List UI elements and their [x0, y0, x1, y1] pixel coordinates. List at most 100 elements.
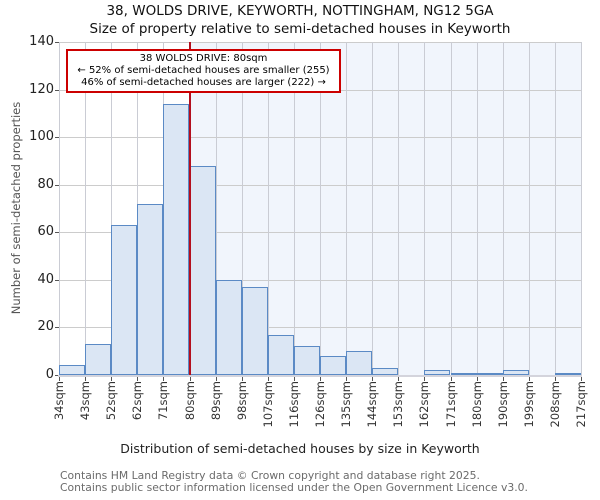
histogram-bar	[242, 286, 268, 375]
x-tick-mark	[268, 377, 269, 381]
histogram-bar	[163, 103, 189, 375]
x-tick-mark	[216, 377, 217, 381]
x-tick-label: 80sqm	[182, 381, 197, 421]
x-tick-mark	[451, 377, 452, 381]
histogram-bar	[372, 367, 398, 375]
x-tick-mark	[137, 377, 138, 381]
y-tick-label: 40	[37, 271, 54, 287]
x-tick-mark	[398, 377, 399, 381]
v-gridline	[581, 42, 582, 375]
y-tick-label: 20	[37, 319, 54, 335]
histogram-bar	[59, 365, 85, 375]
x-tick-mark	[477, 377, 478, 381]
x-tick-label: 144sqm	[365, 381, 380, 428]
y-tick-label: 80	[37, 176, 54, 192]
y-tick-mark	[55, 375, 59, 376]
x-tick-mark	[372, 377, 373, 381]
y-tick-mark	[55, 90, 59, 91]
v-gridline	[477, 42, 478, 375]
x-axis-title: Distribution of semi-detached houses by …	[120, 441, 480, 456]
y-tick-label: 120	[29, 81, 54, 97]
histogram-bar	[137, 203, 163, 375]
x-tick-mark	[555, 377, 556, 381]
v-gridline	[529, 42, 530, 375]
histogram-bar	[503, 370, 529, 375]
annotation-property-size: 38 WOLDS DRIVE: 80sqm	[139, 53, 268, 64]
chart-subtitle: Size of property relative to semi-detach…	[89, 21, 511, 37]
annotation-box: 38 WOLDS DRIVE: 80sqm ← 52% of semi-deta…	[66, 49, 341, 93]
x-tick-label: 89sqm	[208, 381, 223, 421]
property-size-marker-line	[188, 42, 191, 375]
v-gridline	[216, 42, 217, 375]
x-tick-label: 153sqm	[391, 381, 406, 428]
y-tick-mark	[55, 280, 59, 281]
x-axis-line	[58, 375, 582, 377]
histogram-bar	[190, 165, 216, 375]
x-tick-label: 180sqm	[469, 381, 484, 428]
v-gridline	[346, 42, 347, 375]
footer-line-1: Contains HM Land Registry data © Crown c…	[60, 469, 480, 482]
y-tick-label: 0	[45, 367, 54, 382]
footer-line-2: Contains public sector information licen…	[60, 480, 528, 494]
histogram-bar	[111, 225, 137, 375]
x-tick-mark	[59, 377, 60, 381]
v-gridline	[398, 42, 399, 375]
v-gridline	[111, 42, 112, 375]
v-gridline	[372, 42, 373, 375]
v-gridline	[451, 42, 452, 375]
x-tick-mark	[503, 377, 504, 381]
chart-title: 38, WOLDS DRIVE, KEYWORTH, NOTTINGHAM, N…	[106, 3, 494, 19]
attribution-footer: Contains HM Land Registry data © Crown c…	[60, 470, 528, 493]
x-tick-label: 34sqm	[52, 381, 66, 421]
v-gridline	[242, 42, 243, 375]
x-tick-mark	[242, 377, 243, 381]
y-axis-label: Number of semi-detached properties	[9, 101, 23, 315]
x-tick-label: 126sqm	[313, 381, 327, 428]
x-tick-mark	[190, 377, 191, 381]
y-tick-mark	[55, 185, 59, 186]
histogram-bar	[268, 334, 294, 375]
v-gridline	[503, 42, 504, 375]
x-tick-mark	[581, 377, 582, 381]
x-tick-label: 116sqm	[286, 381, 301, 428]
v-gridline	[85, 42, 86, 375]
x-tick-mark	[529, 377, 530, 381]
x-tick-mark	[294, 377, 295, 381]
y-tick-mark	[55, 327, 59, 328]
y-tick-mark	[55, 137, 59, 138]
v-gridline	[59, 42, 60, 375]
y-tick-label: 140	[29, 34, 54, 49]
x-tick-mark	[85, 377, 86, 381]
histogram-bar	[216, 279, 242, 375]
x-tick-label: 135sqm	[339, 381, 354, 428]
histogram-bar	[346, 351, 372, 375]
annotation-larger-stat: 46% of semi-detached houses are larger (…	[81, 77, 326, 88]
histogram-bar	[451, 372, 477, 375]
x-tick-label: 190sqm	[495, 381, 510, 428]
x-tick-mark	[111, 377, 112, 381]
x-tick-label: 62sqm	[130, 381, 145, 421]
x-tick-label: 208sqm	[547, 381, 562, 428]
plot-area: 38 WOLDS DRIVE: 80sqm ← 52% of semi-deta…	[58, 42, 582, 377]
v-gridline	[294, 42, 295, 375]
x-tick-label: 107sqm	[260, 381, 275, 428]
x-tick-mark	[320, 377, 321, 381]
histogram-bar	[320, 355, 346, 375]
annotation-smaller-stat: ← 52% of semi-detached houses are smalle…	[77, 65, 330, 76]
x-tick-label: 199sqm	[521, 381, 536, 428]
y-tick-mark	[55, 232, 59, 233]
v-gridline	[268, 42, 269, 375]
y-tick-mark	[55, 42, 59, 43]
x-tick-label: 43sqm	[78, 381, 93, 421]
x-tick-label: 162sqm	[417, 381, 432, 428]
x-tick-mark	[163, 377, 164, 381]
x-tick-mark	[424, 377, 425, 381]
x-tick-label: 71sqm	[156, 381, 171, 421]
histogram-bar	[555, 372, 581, 375]
x-tick-label: 217sqm	[574, 381, 588, 428]
v-gridline	[424, 42, 425, 375]
x-tick-label: 171sqm	[443, 381, 458, 428]
v-gridline	[320, 42, 321, 375]
histogram-bar	[294, 346, 320, 375]
